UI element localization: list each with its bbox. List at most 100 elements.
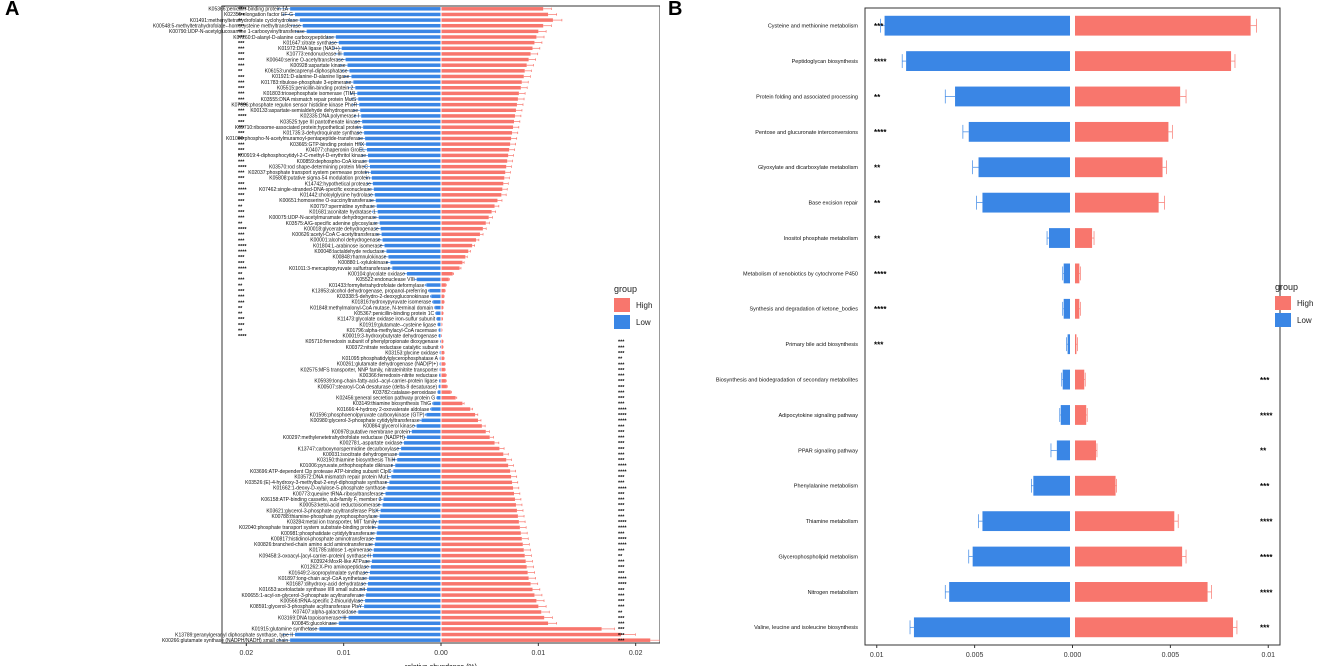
bar-low xyxy=(416,424,441,428)
bar-low xyxy=(416,277,441,282)
bar-low xyxy=(1033,475,1070,496)
significance-marker: *** xyxy=(618,503,625,509)
x-tick-label: 0.000 xyxy=(1064,652,1082,659)
bar-low xyxy=(362,119,441,124)
bar-low xyxy=(982,511,1070,532)
significance-marker: *** xyxy=(238,238,245,244)
bar-low xyxy=(302,23,441,28)
bar-low xyxy=(1049,228,1070,248)
significance-marker: *** xyxy=(238,92,245,98)
significance-marker: *** xyxy=(238,300,245,306)
significance-marker: *** xyxy=(238,75,245,81)
bar-high xyxy=(441,131,513,135)
bar-high xyxy=(1075,263,1080,284)
significance-marker: *** xyxy=(618,362,625,368)
significance-marker: *** xyxy=(618,638,625,644)
significance-marker: **** xyxy=(1260,517,1273,526)
bar-low xyxy=(364,604,441,609)
category-label: Glycerophospholipid metabolism xyxy=(779,554,859,560)
bar-high xyxy=(441,102,517,107)
bar-high xyxy=(1075,121,1169,142)
bar-high xyxy=(441,277,449,282)
bar-high xyxy=(441,638,651,642)
bar-low xyxy=(369,164,441,169)
bar-high xyxy=(441,570,528,575)
x-tick-label: 0.01 xyxy=(1261,652,1275,659)
category-label: Synthesis and degradation of ketone_bodi… xyxy=(749,307,858,313)
bar-low xyxy=(382,503,441,507)
bar-low xyxy=(1056,440,1070,461)
bar-high xyxy=(441,7,544,11)
bar-low xyxy=(374,542,441,547)
bar-low xyxy=(370,170,441,175)
bar-low xyxy=(431,294,441,299)
category-label: Biosynthesis and biodegradation of secon… xyxy=(716,378,858,384)
category-label: K02335:DNA polymerase I xyxy=(300,114,359,120)
category-label: Glyoxylate and dicarboxylate metabolism xyxy=(758,165,858,171)
bar-low xyxy=(972,546,1070,567)
significance-marker: *** xyxy=(618,616,625,622)
bar-low xyxy=(406,435,441,439)
bar-high xyxy=(1075,192,1159,213)
category-label: K01848:methylmalonyl-CoA mutase, N-termi… xyxy=(310,305,433,311)
category-label: K01006:pyruvate,orthophosphate dikinase xyxy=(300,463,394,469)
significance-marker: **** xyxy=(238,250,247,256)
category-label: K01653:acetolactate synthase I/III small… xyxy=(259,587,366,593)
significance-marker: **** xyxy=(618,576,627,582)
bar-high xyxy=(441,238,477,242)
legend-title: group xyxy=(614,284,637,294)
legend-label: Low xyxy=(636,318,651,327)
significance-marker: *** xyxy=(238,255,245,261)
category-label: K00104:glycolate oxidase xyxy=(348,272,405,278)
significance-marker: *** xyxy=(618,560,625,566)
bar-high xyxy=(441,362,445,366)
bar-low xyxy=(439,373,441,377)
significance-marker: **** xyxy=(238,334,247,340)
bar-low xyxy=(431,407,441,411)
category-label: K01666:4-hydroxy 2-oxovalerate aldolase xyxy=(337,407,429,413)
significance-marker: *** xyxy=(618,390,625,396)
bar-low xyxy=(364,131,441,135)
bar-low xyxy=(955,86,1070,107)
legend-label: High xyxy=(1297,299,1313,308)
bar-high xyxy=(441,300,444,304)
bar-high xyxy=(441,396,456,400)
bar-low xyxy=(949,582,1070,602)
bar-high xyxy=(441,441,495,445)
category-label: K03284:metal ion transporter, MIT family xyxy=(287,520,377,526)
category-label: K00019:3-hydroxybutyrate dehydrogenase xyxy=(343,334,438,340)
category-label: K00031:isocitrate dehydrogenase xyxy=(323,452,398,458)
bar-high xyxy=(441,74,524,79)
category-label: Pentose and glucuronate interconversions xyxy=(755,130,858,136)
category-label: K11473:glycolate oxidase iron-sulfur sub… xyxy=(337,317,435,323)
bar-low xyxy=(343,52,441,56)
category-label: Adipocytokine signaling pathway xyxy=(779,413,859,419)
bar-low xyxy=(368,153,441,158)
significance-marker: ** xyxy=(238,30,243,36)
bar-low xyxy=(379,514,441,518)
category-label: K00566:tRNA-specific 2-thiouridylase xyxy=(280,598,363,604)
bar-low xyxy=(392,266,441,270)
bar-high xyxy=(441,125,514,129)
significance-marker: *** xyxy=(618,441,625,447)
bar-high xyxy=(441,384,447,389)
category-label: K01596:phosphoenolpyruvate carboxykinase… xyxy=(310,412,425,418)
bar-low xyxy=(397,458,441,462)
bar-high xyxy=(441,187,503,191)
bar-high xyxy=(441,339,443,344)
bar-high xyxy=(441,164,507,169)
bar-high xyxy=(441,210,492,214)
category-label: K14742:hypothetical protease xyxy=(305,181,371,187)
significance-marker: ** xyxy=(238,272,243,278)
bar-low xyxy=(385,491,441,496)
significance-marker: *** xyxy=(238,233,245,239)
bar-high xyxy=(441,243,473,248)
category-label: K03696:ATP-dependent Clp protease ATP-bi… xyxy=(250,469,392,475)
category-label: K03525:type III pantothenate kinase xyxy=(280,119,360,125)
significance-marker: *** xyxy=(618,633,625,639)
bar-high xyxy=(441,350,444,355)
bar-low xyxy=(368,159,441,163)
category-label: K02040:phosphate transport system substr… xyxy=(239,525,376,531)
bar-low xyxy=(369,570,441,575)
bar-low xyxy=(380,508,441,513)
